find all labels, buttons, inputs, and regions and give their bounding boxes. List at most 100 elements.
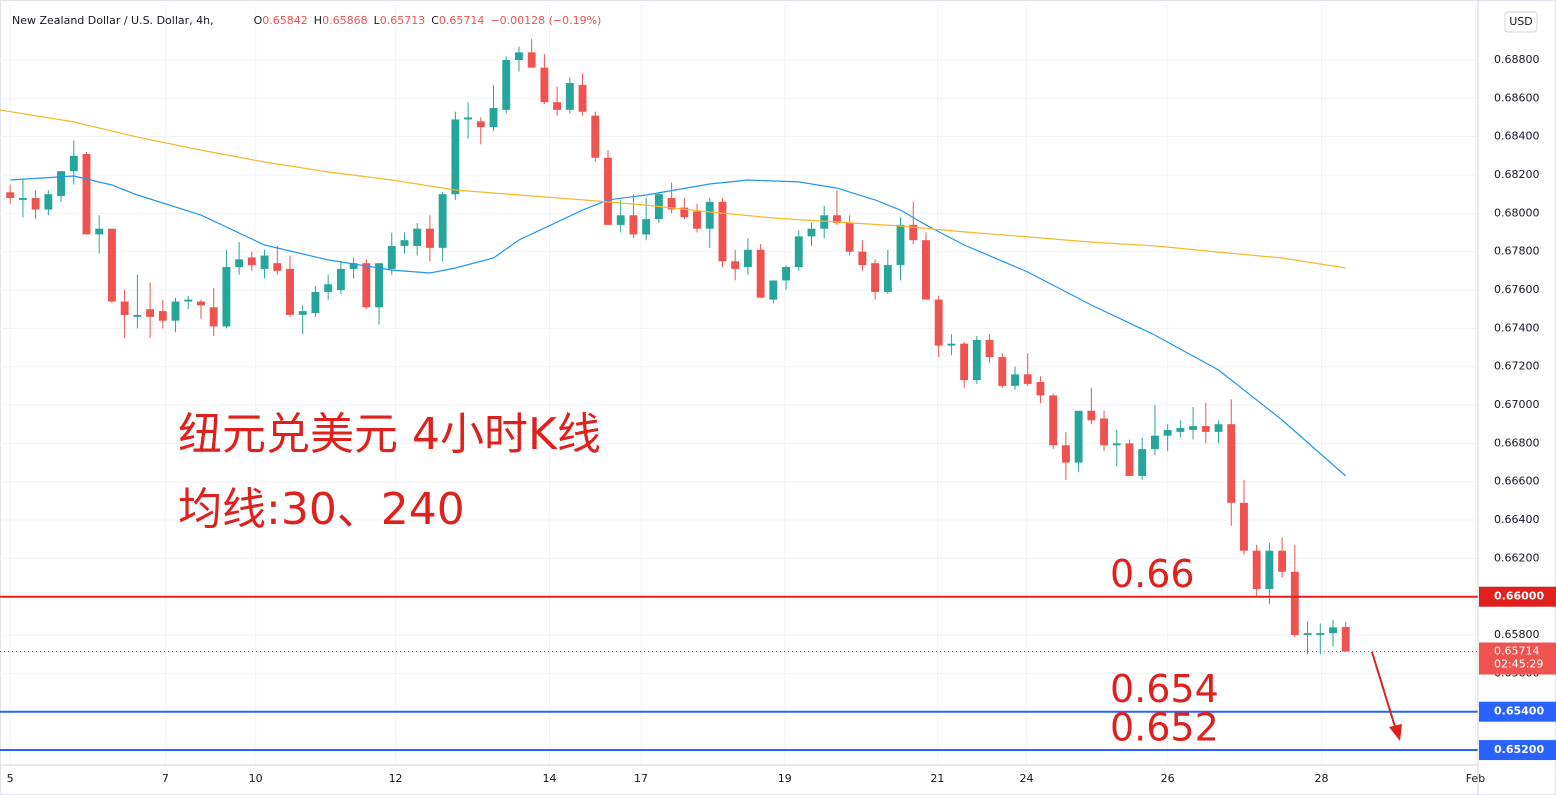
candle-body xyxy=(718,201,727,262)
currency-badge[interactable] xyxy=(1504,11,1538,33)
candle-body xyxy=(31,198,40,210)
candle-body xyxy=(451,119,460,195)
candle-body xyxy=(553,102,562,110)
candle-body xyxy=(273,263,282,271)
ohlc-key: H xyxy=(313,14,323,27)
candle-body xyxy=(1341,626,1350,652)
line-annotation: 0.66 xyxy=(1110,552,1195,596)
candle-body xyxy=(1112,443,1121,446)
candle-body xyxy=(1214,424,1223,432)
arrow-line xyxy=(1371,651,1397,731)
candle-body xyxy=(782,267,791,281)
candle-body xyxy=(336,268,345,291)
candle-body xyxy=(642,219,651,235)
y-tick-label: 0.65800 xyxy=(1494,628,1540,641)
x-tick-label: 28 xyxy=(1315,772,1329,785)
y-tick-label: 0.67200 xyxy=(1494,360,1540,373)
candle-body xyxy=(693,211,701,229)
ohlc-value: 0.65868 xyxy=(322,14,368,27)
candle-body xyxy=(387,245,396,269)
last-price-label: 0.65714 xyxy=(1494,645,1540,658)
ohlc-key: O xyxy=(253,14,263,27)
candle-body xyxy=(489,107,498,128)
candle-body xyxy=(604,157,612,225)
candle-body xyxy=(1163,429,1172,436)
candle-body xyxy=(756,249,765,298)
candle-body xyxy=(184,299,193,302)
candle-body xyxy=(1061,445,1070,463)
candle-body xyxy=(1125,443,1134,476)
annotation-title: 纽元兑美元 4小时K线 xyxy=(178,409,601,460)
candle-body xyxy=(591,115,600,158)
candle-body xyxy=(260,255,269,269)
candle-body xyxy=(400,240,409,246)
annotation-ma: 均线:30、240 xyxy=(178,484,465,535)
candle-body xyxy=(146,309,155,317)
candle-body xyxy=(235,259,244,268)
x-tick-label: 14 xyxy=(542,772,556,785)
x-tick-label: 10 xyxy=(249,772,263,785)
candle-body xyxy=(1023,374,1032,384)
candle-body xyxy=(18,198,27,200)
candle-body xyxy=(616,215,625,225)
candle-body xyxy=(896,224,905,266)
currency: USD xyxy=(1509,15,1533,28)
candle-body xyxy=(171,301,180,321)
candle-body xyxy=(515,52,523,61)
candle-body xyxy=(209,307,218,327)
y-tick-label: 0.68800 xyxy=(1494,53,1540,66)
candle-body xyxy=(960,343,969,381)
line-annotation: 0.652 xyxy=(1110,706,1219,750)
price-label: 0.65400 xyxy=(1494,705,1544,718)
candle-body xyxy=(832,215,841,223)
candle-body xyxy=(120,301,129,315)
price-label-box xyxy=(1479,586,1556,607)
candle-body xyxy=(438,194,447,248)
candle-body xyxy=(133,314,142,317)
candle-body xyxy=(95,228,104,235)
ohlc-value: 0.65713 xyxy=(379,14,426,27)
candle-body xyxy=(909,224,918,241)
moving-average xyxy=(10,175,1347,477)
candle-body xyxy=(1074,410,1083,463)
candle-body xyxy=(464,117,473,120)
candle-body xyxy=(845,222,854,252)
x-tick-label: 5 xyxy=(7,772,14,785)
y-tick-label: 0.68400 xyxy=(1494,130,1540,143)
candle-body xyxy=(158,311,167,321)
candle-body xyxy=(794,236,803,268)
candle-body xyxy=(502,60,511,110)
symbol: New Zealand Dollar / U.S. Dollar, 4h, xyxy=(12,14,214,27)
moving-average xyxy=(0,109,1346,269)
candle-body xyxy=(82,153,91,235)
y-tick-label: 0.66600 xyxy=(1494,475,1540,488)
candle-body xyxy=(1150,435,1159,450)
x-tick-label: 21 xyxy=(930,772,944,785)
candle-body xyxy=(69,155,78,172)
countdown: 02:45:29 xyxy=(1494,658,1543,671)
candle-body xyxy=(922,240,930,300)
ohlc-key: C xyxy=(431,14,439,27)
x-tick-label: Feb xyxy=(1466,772,1485,785)
candle-body xyxy=(883,265,892,292)
candle-body xyxy=(578,84,587,112)
y-tick-label: 0.68000 xyxy=(1494,206,1540,219)
candle-body xyxy=(934,299,943,346)
ohlc-value: 0.65714 xyxy=(438,14,485,27)
candle-body xyxy=(629,215,638,235)
x-tick-label: 24 xyxy=(1019,772,1033,785)
y-tick-label: 0.66400 xyxy=(1494,513,1540,526)
ohlc-key: L xyxy=(373,14,380,27)
candle-body xyxy=(324,284,333,292)
price-label-box xyxy=(1479,701,1556,722)
header: New Zealand Dollar / U.S. Dollar, 4h, O 0… xyxy=(12,14,601,27)
candle-body xyxy=(375,263,383,308)
candle-body xyxy=(1189,426,1198,430)
candle-body xyxy=(1087,410,1096,421)
candle-body xyxy=(769,280,778,300)
change: −0.00128 (−0.19%) xyxy=(490,14,602,27)
candle-body xyxy=(1049,395,1058,446)
candle-body xyxy=(1278,550,1287,572)
candle-body xyxy=(1227,424,1236,503)
